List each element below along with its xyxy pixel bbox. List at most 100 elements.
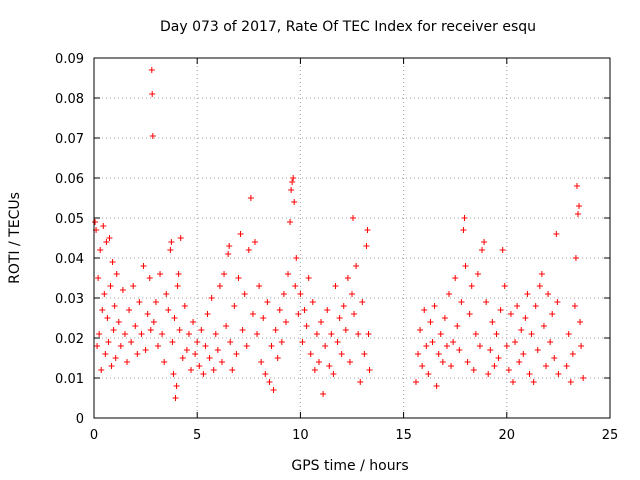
- data-point: [216, 283, 223, 289]
- data-point: [165, 307, 172, 313]
- y-tick-label: 0.08: [55, 92, 84, 107]
- data-point: [563, 363, 570, 369]
- data-point: [272, 327, 279, 333]
- data-point: [340, 303, 347, 309]
- x-tick-label: 15: [395, 428, 412, 443]
- data-point: [555, 371, 562, 377]
- data-point: [225, 251, 232, 257]
- data-point: [170, 371, 177, 377]
- data-point: [163, 291, 170, 297]
- data-point: [134, 351, 141, 357]
- data-point: [233, 351, 240, 357]
- data-point: [231, 303, 238, 309]
- data-point: [320, 391, 327, 397]
- data-point: [117, 343, 124, 349]
- data-point: [476, 343, 483, 349]
- data-point: [167, 247, 174, 253]
- data-point: [227, 339, 234, 345]
- x-tick-label: 5: [193, 428, 201, 443]
- tick-labels: 0 5 10 15 20 25 0 0.01 0.02 0.03 0.04 0.05 0.06 0.07 0…: [55, 52, 618, 443]
- data-point: [138, 331, 145, 337]
- data-point: [545, 291, 552, 297]
- data-point: [481, 239, 488, 245]
- data-point: [161, 359, 168, 365]
- data-point: [249, 311, 256, 317]
- y-tick-label: 0.04: [55, 252, 84, 267]
- data-point: [110, 327, 117, 333]
- data-point: [305, 275, 312, 281]
- data-point: [435, 351, 442, 357]
- grid: [94, 58, 610, 418]
- data-point: [439, 359, 446, 365]
- y-tick-label: 0.03: [55, 292, 84, 307]
- data-point: [448, 363, 455, 369]
- data-point: [256, 283, 263, 289]
- data-point: [297, 291, 304, 297]
- data-point: [280, 291, 287, 297]
- data-point: [330, 371, 337, 377]
- y-tick-label: 0.02: [55, 332, 84, 347]
- data-point: [318, 319, 325, 325]
- data-point: [130, 283, 137, 289]
- data-point: [509, 379, 516, 385]
- x-tick-label: 20: [499, 428, 516, 443]
- chart-title: Day 073 of 2017, Rate Of TEC Index for r…: [160, 19, 536, 35]
- data-point: [98, 367, 105, 373]
- data-point: [210, 367, 217, 373]
- data-point: [415, 351, 422, 357]
- data-point: [462, 263, 469, 269]
- data-point: [485, 371, 492, 377]
- data-point: [235, 275, 242, 281]
- data-point: [554, 299, 561, 305]
- data-point: [479, 247, 486, 253]
- data-point: [514, 303, 521, 309]
- y-tick-label: 0.01: [55, 372, 84, 387]
- data-point: [105, 339, 112, 345]
- data-point: [149, 91, 156, 97]
- data-point: [208, 295, 215, 301]
- data-point: [150, 319, 157, 325]
- data-point: [349, 291, 355, 297]
- data-point: [226, 243, 233, 249]
- data-point: [95, 275, 102, 281]
- data-point: [214, 347, 221, 353]
- data-point: [274, 355, 281, 361]
- data-point: [289, 179, 296, 185]
- data-point: [580, 375, 587, 381]
- data-point: [146, 275, 153, 281]
- data-points: [92, 67, 587, 401]
- data-point: [303, 323, 310, 329]
- data-point: [177, 235, 184, 241]
- data-point: [132, 323, 139, 329]
- data-point: [543, 363, 550, 369]
- data-point: [101, 291, 108, 297]
- data-point: [466, 311, 473, 317]
- data-point: [192, 351, 199, 357]
- data-point: [183, 347, 190, 353]
- data-point: [159, 331, 166, 337]
- data-point: [100, 223, 107, 229]
- data-point: [355, 331, 362, 337]
- data-point: [94, 343, 101, 349]
- data-point: [198, 327, 205, 333]
- data-point: [126, 307, 133, 313]
- data-point: [174, 283, 181, 289]
- data-point: [334, 339, 341, 345]
- data-point: [567, 379, 574, 385]
- data-point: [499, 247, 506, 253]
- data-point: [251, 239, 258, 245]
- y-tick-label: 0.09: [55, 52, 84, 67]
- data-point: [218, 359, 225, 365]
- data-point: [106, 235, 113, 241]
- data-point: [338, 351, 345, 357]
- data-point: [168, 239, 175, 245]
- data-point: [107, 283, 114, 289]
- data-point: [278, 339, 285, 345]
- data-point: [540, 323, 547, 329]
- data-point: [154, 343, 161, 349]
- data-point: [142, 347, 149, 353]
- data-point: [553, 231, 560, 237]
- data-point: [179, 355, 186, 361]
- x-axis-label: GPS time / hours: [291, 458, 408, 474]
- data-point: [200, 371, 207, 377]
